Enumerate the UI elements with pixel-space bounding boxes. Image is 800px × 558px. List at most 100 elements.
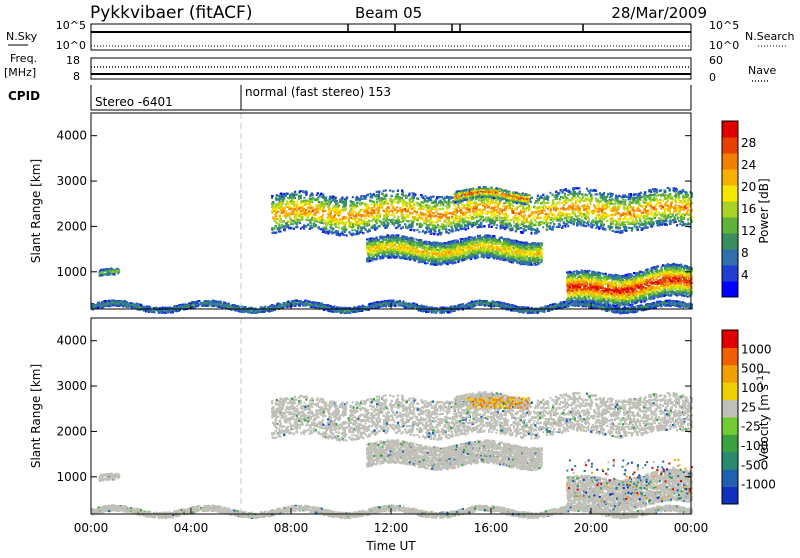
power-cell <box>337 202 339 204</box>
power-cell <box>385 189 387 191</box>
power-cell <box>366 212 368 214</box>
power-cell <box>409 199 411 201</box>
power-cell <box>629 198 631 200</box>
power-cell <box>346 234 348 236</box>
power-cell <box>281 224 283 226</box>
beam-title: Beam 05 <box>355 4 422 22</box>
power-cell <box>286 206 288 208</box>
power-cell <box>406 207 408 209</box>
power-cell <box>371 203 373 205</box>
power-cell <box>354 229 356 231</box>
power-cell <box>625 221 627 223</box>
power-cell <box>515 230 517 232</box>
power-cell <box>418 231 420 233</box>
power-cell <box>552 221 554 223</box>
power-cell <box>299 191 301 193</box>
power-cell <box>436 221 438 223</box>
power-cell <box>300 197 302 199</box>
power-cell <box>285 211 287 213</box>
power-cell <box>556 226 558 228</box>
power-cell <box>488 226 490 228</box>
power-cell <box>633 224 635 226</box>
power-cell <box>393 224 395 226</box>
nsearch-tick-bottom: 10^0 <box>709 39 739 52</box>
power-cell <box>612 199 614 201</box>
power-cell <box>636 226 638 228</box>
power-cell <box>626 218 628 220</box>
cpid-mode-stereo: Stereo -6401 <box>95 95 173 109</box>
power-cell <box>423 215 425 217</box>
nave-tick-top: 60 <box>709 54 723 67</box>
power-cell <box>445 205 447 207</box>
power-cell <box>519 223 521 225</box>
power-cell <box>549 192 551 194</box>
power-cell <box>390 214 392 216</box>
power-cell <box>567 225 569 227</box>
power-cell <box>478 224 480 226</box>
power-cell <box>537 202 539 204</box>
power-cell <box>688 197 690 199</box>
power-cell <box>402 205 404 207</box>
power-cell <box>406 205 408 207</box>
nsky-label: N.Sky <box>6 30 38 43</box>
freq-label: Freq. <box>10 52 37 65</box>
power-cell <box>422 230 424 232</box>
power-cell <box>588 218 590 220</box>
power-cell <box>575 202 577 204</box>
freq-unit: [MHz] <box>4 66 36 79</box>
power-cell <box>317 206 319 208</box>
power-cell <box>440 205 442 207</box>
power-cell <box>626 230 628 232</box>
power-cell <box>526 217 528 219</box>
power-cell <box>654 217 656 219</box>
power-cell <box>451 225 453 227</box>
cpid-mode-normal: normal (fast stereo) 153 <box>245 85 391 99</box>
nave-tick-bottom: 0 <box>709 71 716 84</box>
power-cell <box>625 199 627 201</box>
power-cell <box>585 225 587 227</box>
power-cell <box>562 225 564 227</box>
power-cell <box>596 193 598 195</box>
power-cell <box>675 199 677 201</box>
power-cell <box>567 194 569 196</box>
power-cell <box>542 226 544 228</box>
power-cell <box>598 206 600 208</box>
power-cell <box>342 231 344 233</box>
power-cell <box>528 205 530 207</box>
nsky-tick-bottom: 10^0 <box>56 39 86 52</box>
power-cell <box>658 211 660 213</box>
power-cell <box>634 225 636 227</box>
station-title: Pykkvibaer (fitACF) <box>90 3 252 23</box>
power-cell <box>497 215 499 217</box>
power-cell <box>687 194 689 196</box>
power-cell <box>668 221 670 223</box>
power-cell <box>598 211 600 213</box>
power-cell <box>316 221 318 223</box>
power-cell <box>683 216 685 218</box>
power-cell <box>655 208 657 210</box>
power-cell <box>628 219 630 221</box>
power-cell <box>342 222 344 224</box>
power-cell <box>328 200 330 202</box>
power-cell <box>467 227 469 229</box>
power-cell <box>513 220 515 222</box>
power-cell <box>577 212 579 214</box>
power-cell <box>335 226 337 228</box>
power-cell <box>300 190 302 192</box>
power-cell <box>361 216 363 218</box>
freq-tick-bottom: 8 <box>73 70 80 83</box>
cpid-label: CPID <box>8 89 40 103</box>
power-cell <box>675 201 677 203</box>
power-cell <box>463 204 465 206</box>
power-cell <box>322 214 324 216</box>
power-cell <box>679 223 681 225</box>
power-cell <box>337 230 339 232</box>
power-cell <box>483 199 485 201</box>
power-cell <box>362 209 364 211</box>
power-cell <box>303 197 305 199</box>
power-cell <box>533 215 535 217</box>
power-cell <box>593 212 595 214</box>
power-cell <box>380 213 382 215</box>
power-cell <box>496 224 498 226</box>
